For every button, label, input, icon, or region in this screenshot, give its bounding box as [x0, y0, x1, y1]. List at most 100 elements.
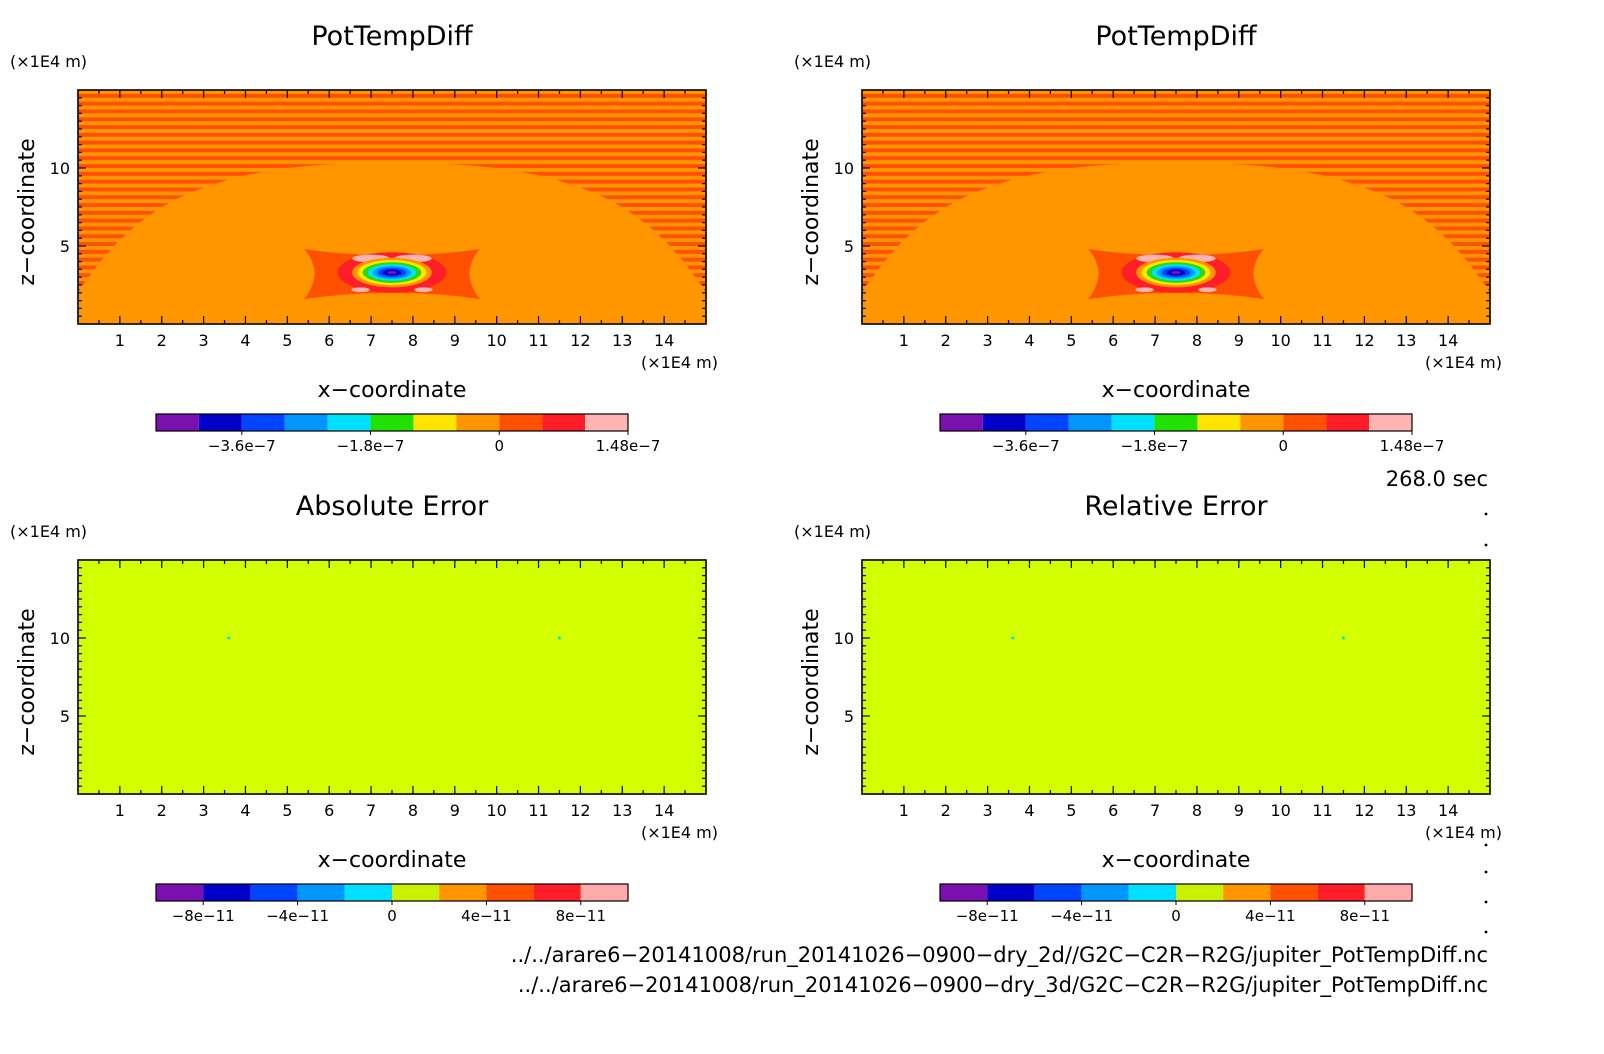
x-tick-label: 1	[115, 331, 125, 350]
colorbar-swatch	[250, 884, 298, 901]
colorbar-swatch	[542, 414, 586, 431]
x-tick-label: 13	[1396, 801, 1416, 820]
colorbar-swatch	[1128, 884, 1176, 901]
colorbar-swatch	[344, 884, 392, 901]
colorbar-swatch	[1068, 414, 1112, 431]
stripe-band	[862, 140, 1490, 145]
stripe-band	[862, 117, 1490, 122]
colorbar-swatch	[156, 884, 204, 901]
colorbar: −3.6e−7 −1.8e−7 0 1.48e−7	[939, 413, 1445, 455]
x-tick-label: 9	[450, 331, 460, 350]
plot-area	[862, 90, 1490, 324]
y-tick-label: 10	[834, 629, 854, 648]
colorbar-swatch	[1034, 884, 1082, 901]
uniform-field	[862, 560, 1490, 794]
colorbar-swatch	[456, 414, 500, 431]
stripe-band	[862, 156, 1490, 161]
y-axis-label: z−coordinate	[799, 608, 824, 755]
x-axis-label: x−coordinate	[318, 378, 467, 403]
x-tick-label: 2	[157, 331, 167, 350]
colorbar-swatch	[1111, 414, 1155, 431]
y-tick-label: 5	[60, 237, 70, 256]
x-tick-label: 5	[282, 801, 292, 820]
colorbar-label: 8e−11	[556, 907, 606, 925]
anomaly-contour	[1170, 270, 1182, 275]
colorbar-swatch	[392, 884, 440, 901]
x-tick-label: 5	[282, 331, 292, 350]
x-tick-label: 14	[1438, 331, 1458, 350]
x-axis-label: x−coordinate	[1102, 848, 1251, 873]
x-tick-label: 13	[612, 331, 632, 350]
colorbar-swatch	[1223, 884, 1271, 901]
colorbar-swatch	[370, 414, 414, 431]
y-tick-label: 10	[50, 159, 70, 178]
colorbar-label: −4e−11	[1050, 907, 1113, 925]
colorbar-swatch	[580, 884, 628, 901]
colorbar-label: 4e−11	[461, 907, 511, 925]
colorbar-label: 1.48e−7	[596, 437, 661, 455]
error-dot	[227, 636, 231, 640]
panel-title: Relative Error	[1084, 491, 1268, 522]
stripe-band	[78, 93, 706, 98]
y-ticks: 5 10	[50, 97, 706, 317]
stripe-band	[78, 109, 706, 114]
y-axis-label: z−coordinate	[15, 138, 40, 285]
x-tick-label: 12	[570, 801, 590, 820]
stripe-band	[862, 132, 1490, 137]
colorbar-label: 1.48e−7	[1380, 437, 1445, 455]
colorbar-label: 4e−11	[1245, 907, 1295, 925]
colorbar-swatch	[940, 414, 983, 431]
x-tick-label: 10	[1270, 801, 1290, 820]
colorbar-swatch	[1240, 414, 1284, 431]
x-tick-label: 13	[612, 801, 632, 820]
colorbar-swatch	[1369, 414, 1412, 431]
stripe-band	[862, 93, 1490, 98]
x-tick-label: 11	[528, 331, 548, 350]
margin-dots	[1484, 512, 1488, 934]
x-tick-label: 14	[654, 331, 674, 350]
colorbar-swatch	[241, 414, 285, 431]
x-ticks: 1 2 3 4 5 6 7 8 9 10 11 12 13 14	[98, 90, 686, 350]
x-tick-label: 12	[1354, 331, 1374, 350]
margin-dot	[1484, 543, 1488, 547]
margin-dot	[1484, 900, 1488, 904]
x-tick-label: 11	[528, 801, 548, 820]
x-tick-label: 11	[1312, 801, 1332, 820]
colorbar-swatch	[198, 414, 242, 431]
x-tick-label: 9	[1234, 801, 1244, 820]
time-label: 268.0 sec	[1386, 467, 1488, 491]
z-unit-label: (×1E4 m)	[794, 522, 871, 541]
x-tick-label: 9	[1234, 331, 1244, 350]
y-tick-label: 5	[60, 707, 70, 726]
x-tick-label: 8	[408, 801, 418, 820]
colorbar-swatch	[1176, 884, 1224, 901]
stripe-band	[78, 132, 706, 137]
x-tick-label: 8	[1192, 331, 1202, 350]
margin-dot	[1484, 512, 1488, 516]
x-tick-label: 4	[1024, 331, 1034, 350]
plot-area	[78, 560, 706, 794]
x-tick-label: 4	[1024, 801, 1034, 820]
x-tick-label: 10	[486, 801, 506, 820]
x-ticks: 1 2 3 4 5 6 7 8 9 10 11 12 13 14	[882, 90, 1470, 350]
colorbar-frame	[939, 413, 1413, 432]
x-ticks: 1 2 3 4 5 6 7 8 9 10 11 12 13 14	[98, 560, 686, 820]
y-ticks: 5 10	[834, 567, 1490, 787]
x-tick-label: 6	[1108, 801, 1118, 820]
smooth-dome-region	[78, 163, 706, 324]
x-tick-label: 13	[1396, 331, 1416, 350]
y-tick-label: 5	[844, 237, 854, 256]
colorbar-swatch	[1364, 884, 1412, 901]
x-tick-label: 1	[115, 801, 125, 820]
panel-title: PotTempDiff	[1095, 21, 1258, 52]
colorbar-label: −8e−11	[956, 907, 1019, 925]
x-tick-label: 3	[983, 331, 993, 350]
x-tick-label: 3	[983, 801, 993, 820]
x-tick-label: 2	[941, 801, 951, 820]
y-tick-label: 10	[50, 629, 70, 648]
stripe-band	[862, 148, 1490, 153]
colorbar-swatch	[499, 414, 543, 431]
plot-area	[78, 90, 706, 324]
anomaly-highlight	[351, 287, 370, 293]
